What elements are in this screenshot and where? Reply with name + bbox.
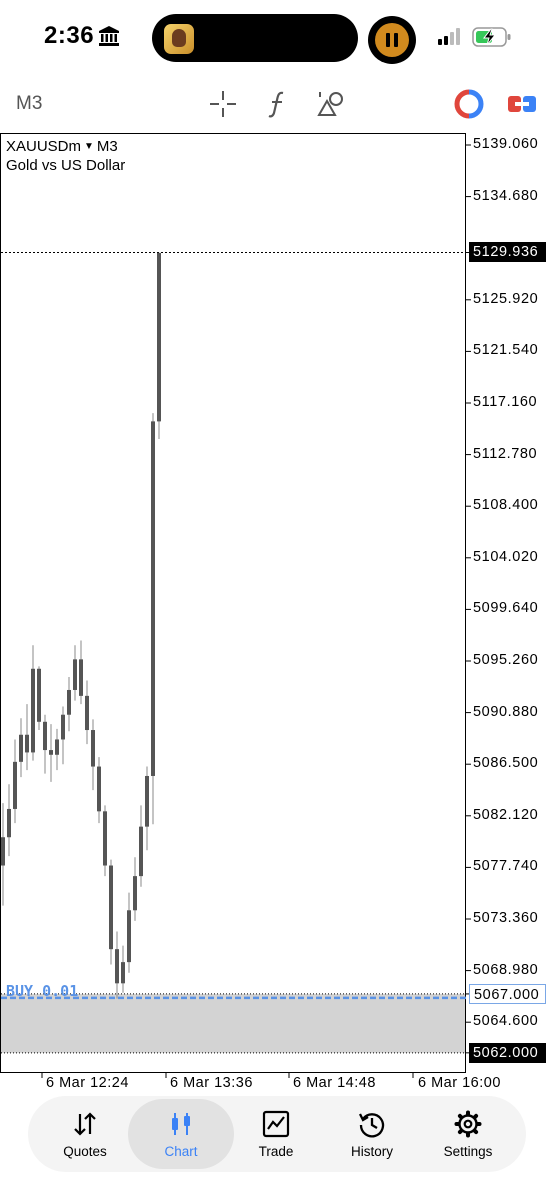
candle-body	[127, 910, 131, 963]
nav-settings-label: Settings	[443, 1144, 493, 1159]
candle-body	[121, 962, 125, 984]
nav-active-highlight	[128, 1099, 234, 1169]
price-axis-label: 5108.400	[473, 497, 539, 514]
settings-icon	[454, 1110, 482, 1138]
candle-body	[31, 668, 35, 753]
price-axis-label: 5134.680	[473, 187, 539, 204]
nav-history[interactable]: History	[325, 1098, 419, 1170]
symbol-dropdown-icon[interactable]: ▼	[84, 141, 94, 152]
price-axis-label: 5082.120	[473, 806, 539, 823]
price-axis-label: 5117.160	[473, 394, 538, 410]
chart-icon	[172, 1113, 190, 1135]
candlestick-chart[interactable]: BUY 0.01	[0, 133, 554, 1095]
nav-settings[interactable]: Settings	[421, 1098, 515, 1170]
cellular-signal-icon	[438, 28, 460, 45]
candle-body	[109, 865, 113, 950]
one-click-trading-icon[interactable]	[506, 88, 538, 120]
price-axis-label: 5104.020	[473, 548, 539, 565]
candle-body	[25, 734, 29, 753]
timeframe-selector[interactable]: M3	[16, 93, 43, 114]
symbol-description: Gold vs US Dollar	[6, 157, 126, 174]
trade-icon	[262, 1110, 290, 1138]
candle-body	[49, 750, 53, 755]
nav-chart[interactable]: Chart	[134, 1098, 228, 1170]
pause-timer-icon[interactable]	[368, 16, 416, 64]
candle-body	[115, 949, 119, 984]
price-axis-label: 5064.600	[473, 1013, 539, 1030]
price-axis-label: 5112.780	[473, 445, 538, 462]
candle-body	[37, 668, 41, 722]
status-time: 2:36	[44, 22, 95, 49]
exness-refresh-icon[interactable]	[453, 88, 485, 120]
candle-body	[67, 689, 71, 715]
history-icon	[358, 1113, 385, 1138]
price-axis-label: 5125.920	[473, 290, 539, 307]
bottom-navigation	[28, 1096, 526, 1172]
price-axis-label: 5121.540	[473, 342, 539, 359]
candle-body	[151, 421, 155, 776]
lower-level-price-label: 5062.000	[469, 1042, 546, 1063]
quotes-icon	[74, 1112, 96, 1136]
price-axis-label: 5077.740	[473, 858, 539, 875]
price-axis-label: 5073.360	[473, 910, 539, 926]
chart-canvas[interactable]	[0, 133, 466, 1073]
time-axis-label: 6 Mar 14:48	[293, 1075, 376, 1091]
candle-body	[103, 811, 107, 866]
price-axis-label: 5099.640	[473, 600, 539, 617]
candle-body	[19, 734, 23, 762]
nav-trade[interactable]: Trade	[229, 1098, 323, 1170]
app-thumbnail-icon[interactable]	[164, 24, 194, 54]
price-axis-label: 5086.500	[473, 755, 539, 772]
battery-charging-icon	[472, 27, 511, 47]
candle-body	[55, 739, 59, 755]
nav-trade-label: Trade	[258, 1144, 294, 1159]
candle-body	[7, 808, 11, 838]
time-axis-label: 6 Mar 16:00	[418, 1075, 501, 1091]
nav-history-label: History	[350, 1144, 393, 1159]
time-axis-label: 6 Mar 13:36	[170, 1075, 253, 1091]
price-axis-label: 5068.980	[473, 961, 539, 978]
candle-body	[139, 826, 143, 877]
order-price-label: 5067.000	[469, 983, 546, 1004]
price-axis-label: 5139.060	[473, 136, 539, 152]
nav-quotes-label: Quotes	[63, 1144, 107, 1159]
buy-order-label[interactable]: BUY 0.01	[6, 982, 78, 1000]
candle-body	[79, 659, 83, 696]
drawing-objects-icon[interactable]	[316, 88, 348, 120]
price-axis-label: 5090.880	[473, 703, 539, 720]
symbol-header[interactable]: XAUUSDm ▼ M3	[6, 138, 118, 155]
time-axis-label: 6 Mar 12:24	[46, 1075, 129, 1091]
candle-body	[85, 695, 89, 731]
bank-icon	[99, 26, 119, 46]
candle-body	[61, 714, 65, 740]
crosshair-icon[interactable]	[207, 88, 239, 120]
candle-body	[157, 252, 161, 422]
candle-body	[145, 775, 149, 827]
candle-body	[133, 876, 137, 911]
candle-body	[91, 730, 95, 767]
current-price-label: 5129.936	[469, 242, 546, 263]
candle-body	[1, 837, 5, 866]
order-zone	[1, 993, 465, 1053]
candle-body	[97, 766, 101, 812]
candle-body	[73, 659, 77, 690]
candle-body	[43, 721, 47, 751]
price-axis-label: 5095.260	[473, 652, 539, 668]
candle-body	[13, 761, 17, 809]
nav-quotes[interactable]: Quotes	[38, 1098, 132, 1170]
indicators-function-icon[interactable]	[262, 88, 294, 120]
nav-chart-label: Chart	[164, 1144, 198, 1159]
symbol-timeframe: M3	[96, 138, 118, 155]
symbol-name[interactable]: XAUUSDm	[6, 138, 82, 155]
